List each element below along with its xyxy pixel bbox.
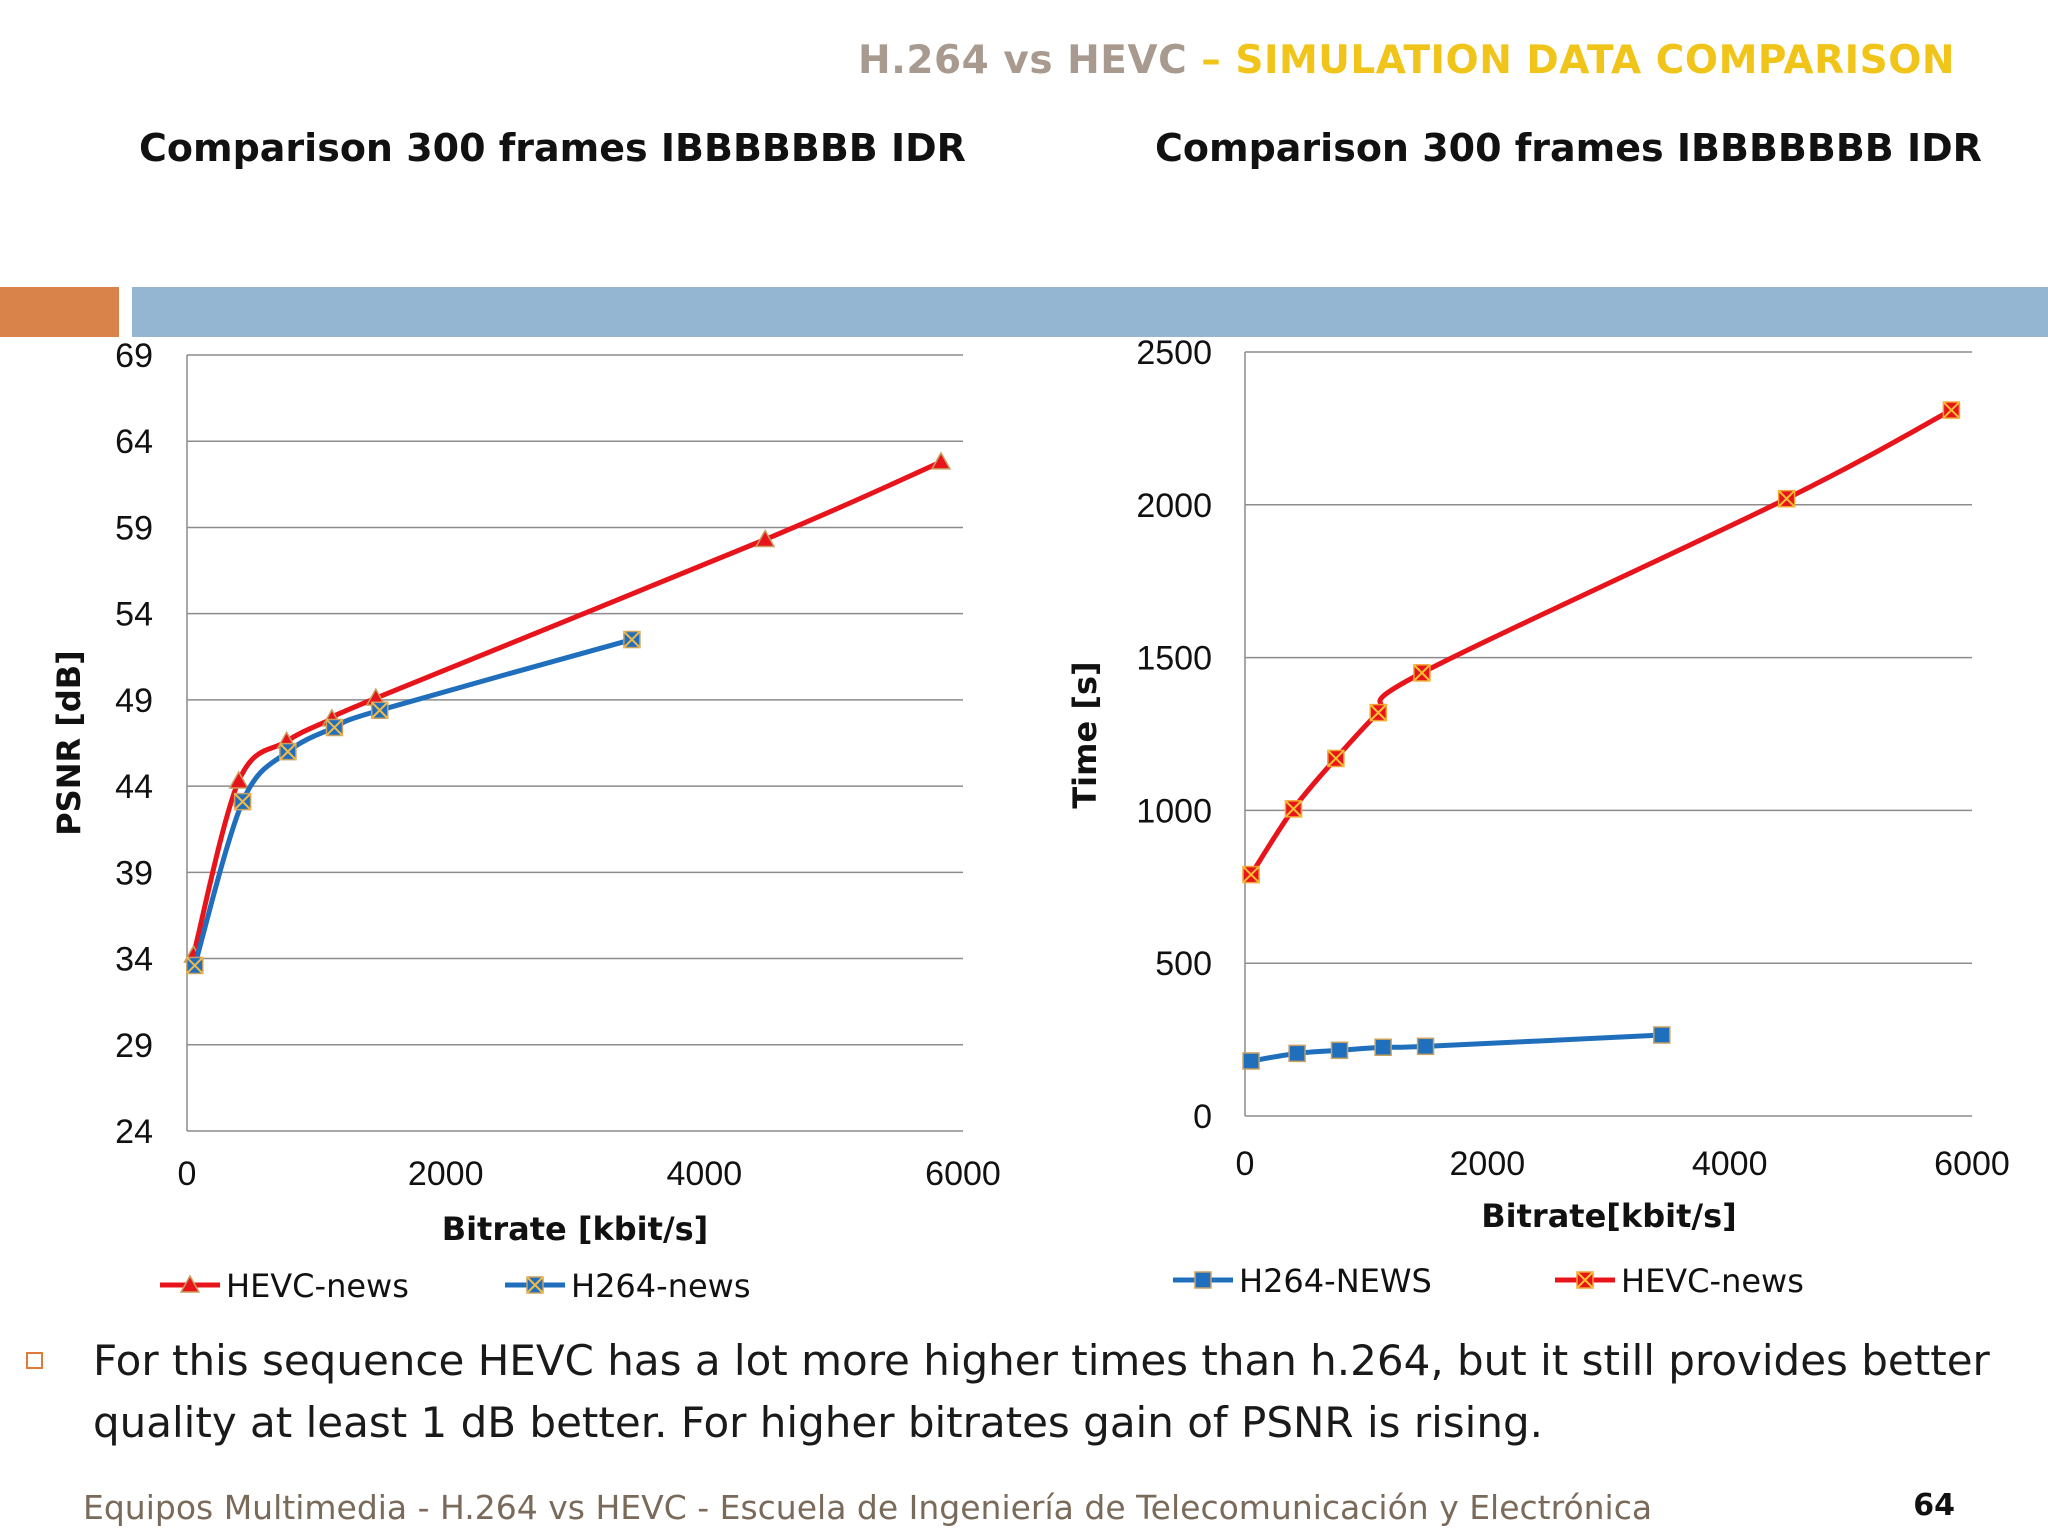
psnr-legend-label-h264-news: H264-news	[571, 1267, 751, 1305]
psnr-series-h264-news-point-cross	[325, 718, 344, 737]
time-legend-label-h264-news: H264-NEWS	[1239, 1262, 1432, 1300]
psnr-series-hevc-news-point	[754, 528, 776, 548]
psnr-y-tick-label: 59	[115, 509, 153, 547]
time-x-tick-label: 6000	[1934, 1145, 2010, 1183]
psnr-series-hevc-news-point	[930, 451, 952, 470]
charts-canvas: 24 29 34 39 44 49 54 59 64 69 0 2000 4000 6000 Bitrate…	[50, 334, 2010, 1305]
time-series-h264-news-point	[1330, 1041, 1349, 1060]
psnr-series-h264-news-line	[192, 637, 633, 967]
psnr-series-h264-news-point	[233, 792, 252, 811]
time-series-h264-news-point	[1374, 1038, 1392, 1056]
time-series-hevc-news-point-cross	[1327, 749, 1345, 768]
time-y-tick-label: 2000	[1136, 487, 1212, 525]
time-series-h264-news-point	[1653, 1026, 1671, 1044]
psnr-series-h264-news-point	[623, 630, 641, 649]
psnr-legend-marker-hevc-news	[179, 1274, 201, 1293]
psnr-y-tick-label: 69	[115, 337, 153, 375]
time-x-tick-label: 0	[1236, 1145, 1255, 1183]
time-series-hevc-news-point	[1413, 664, 1431, 682]
time-series-h264-news-line	[1250, 1032, 1662, 1064]
bullet-icon	[26, 1352, 43, 1369]
psnr-x-tick-label: 2000	[408, 1155, 484, 1193]
psnr-y-axis-title: PSNR [dB]	[50, 650, 88, 836]
time-series-h264-news-point-box	[1653, 1026, 1671, 1044]
time-legend-marker-hevc-news-cross	[1576, 1271, 1594, 1289]
right-chart-subtitle: Comparison 300 frames IBBBBBBB IDR	[1155, 126, 1982, 170]
psnr-y-tick-label: 29	[115, 1027, 153, 1065]
psnr-y-tick-label: 34	[115, 941, 153, 979]
psnr-legend-marker-h264-news-cross	[526, 1276, 544, 1294]
bullet-text: For this sequence HEVC has a lot more hi…	[93, 1336, 1990, 1447]
psnr-y-tick-label: 49	[115, 682, 153, 720]
time-series-hevc-news-point	[1284, 800, 1303, 818]
psnr-x-axis-title: Bitrate [kbit/s]	[442, 1210, 709, 1248]
psnr-y-tick-label: 24	[115, 1113, 153, 1151]
time-series-h264-news-point-box	[1330, 1041, 1349, 1060]
time-legend-marker-hevc-news	[1576, 1271, 1594, 1289]
time-legend-marker-h264-news	[1194, 1271, 1212, 1289]
psnr-y-tick-label: 44	[115, 768, 153, 806]
psnr-x-tick-label: 0	[178, 1155, 197, 1193]
time-series-hevc-news-line	[1248, 407, 1953, 876]
slide-title-part2: – SIMULATION DATA COMPARISON	[1187, 38, 1955, 83]
psnr-series-h264-news-point	[279, 742, 297, 761]
time-series-h264-news-point-box	[1288, 1044, 1306, 1063]
time-series-hevc-news-point	[1369, 703, 1388, 722]
time-y-tick-label: 1500	[1136, 640, 1212, 678]
time-x-tick-label: 4000	[1692, 1145, 1768, 1183]
time-y-tick-label: 2500	[1136, 334, 1212, 372]
left-chart-subtitle: Comparison 300 frames IBBBBBBB IDR	[139, 126, 966, 170]
time-legend-label-hevc-news: HEVC-news	[1621, 1262, 1804, 1300]
psnr-legend-label-hevc-news: HEVC-news	[226, 1267, 409, 1305]
slide-title: H.264 vs HEVC – SIMULATION DATA COMPARIS…	[858, 38, 1955, 83]
time-y-tick-label: 500	[1155, 945, 1212, 983]
psnr-legend-marker-h264-news	[526, 1276, 544, 1294]
psnr-x-tick-label: 4000	[667, 1155, 743, 1193]
time-y-tick-label: 0	[1193, 1098, 1212, 1136]
time-series-hevc-news-point-cross	[1777, 489, 1796, 508]
psnr-series-hevc-news-point	[228, 770, 250, 789]
time-x-axis-title: Bitrate[kbit/s]	[1481, 1197, 1736, 1235]
time-series-hevc-news-point-cross	[1284, 800, 1303, 818]
time-series-hevc-news-point-cross	[1242, 865, 1260, 884]
time-series-hevc-news-point-cross	[1369, 703, 1387, 722]
psnr-series-h264-news-point	[186, 956, 204, 975]
time-legend-marker-h264-news-box	[1194, 1271, 1212, 1289]
time-y-tick-label: 1000	[1136, 792, 1212, 830]
time-series-hevc-news-point	[1242, 865, 1260, 884]
psnr-series-h264-news-point-cross	[186, 956, 204, 975]
time-series-hevc-news-point-cross	[1942, 401, 1961, 419]
psnr-series-h264-news-point	[370, 701, 389, 719]
psnr-series-h264-news-point-cross	[279, 742, 297, 761]
time-series-h264-news-point	[1416, 1037, 1435, 1056]
psnr-y-tick-label: 64	[115, 423, 153, 461]
time-y-axis-title: Time [s]	[1066, 661, 1104, 808]
psnr-series-h264-news-point-cross	[233, 792, 252, 811]
time-x-tick-label: 2000	[1450, 1145, 1526, 1183]
time-series-hevc-news-point	[1942, 401, 1961, 419]
time-series-hevc-news-point	[1327, 749, 1345, 768]
time-series-h264-news-point-box	[1374, 1038, 1392, 1056]
time-series-hevc-news-point	[1777, 489, 1796, 508]
decor-bar-orange	[0, 287, 119, 337]
time-series-h264-news-point	[1288, 1044, 1306, 1063]
psnr-y-tick-label: 54	[115, 596, 153, 634]
decor-bar-blue	[132, 287, 2048, 337]
time-series-hevc-news-point-cross	[1413, 664, 1431, 682]
psnr-series-h264-news-point-cross	[623, 630, 641, 649]
time-series-h264-news-point-box	[1416, 1037, 1435, 1056]
time-series-h264-news-point-box	[1242, 1052, 1260, 1070]
psnr-y-tick-label: 39	[115, 854, 153, 892]
time-series-h264-news-point	[1242, 1052, 1260, 1070]
psnr-series-h264-news-point-cross	[370, 701, 389, 719]
footer-text: Equipos Multimedia - H.264 vs HEVC - Esc…	[83, 1488, 1653, 1527]
psnr-series-hevc-news-line	[191, 459, 943, 956]
psnr-series-h264-news-point	[325, 718, 344, 737]
page-number: 64	[1913, 1488, 1955, 1523]
slide-title-part1: H.264 vs HEVC	[857, 38, 1188, 83]
psnr-x-tick-label: 6000	[925, 1155, 1001, 1193]
